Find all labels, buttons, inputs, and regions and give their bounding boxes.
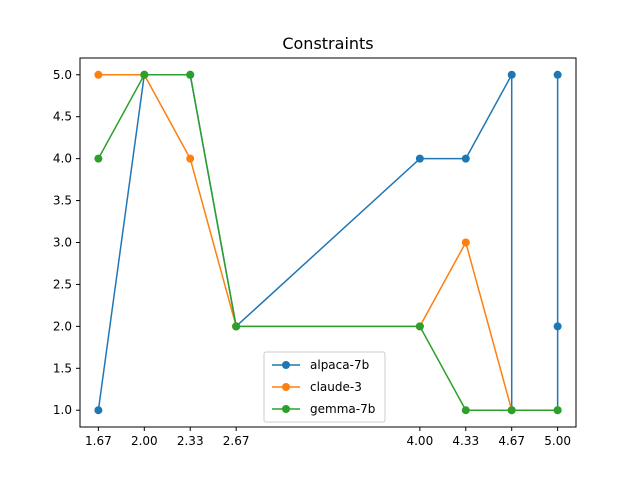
data-point-alpaca-7b	[461, 154, 470, 163]
y-tick-label: 4.0	[53, 152, 72, 166]
y-tick-label: 3.5	[53, 194, 72, 208]
series-line-gemma-7b	[97, 74, 558, 411]
x-tick-label: 2.67	[223, 434, 250, 448]
y-tick-label: 2.5	[53, 277, 72, 291]
data-point-alpaca-7b	[507, 70, 516, 79]
legend-swatch-marker	[282, 361, 290, 369]
legend-label: alpaca-7b	[310, 358, 369, 372]
y-tick-label: 2.0	[53, 319, 72, 333]
x-axis: 1.67 2.00 2.33 2.67 4.00 4.33 4.67 5.00	[85, 427, 571, 448]
x-tick-label: 2.33	[177, 434, 204, 448]
data-point-claude-3	[461, 238, 470, 247]
data-point-claude-3	[186, 154, 195, 163]
data-point-gemma-7b	[553, 406, 562, 415]
data-point-gemma-7b	[186, 70, 195, 79]
data-point-alpaca-7b	[415, 154, 424, 163]
x-tick-label: 4.33	[452, 434, 479, 448]
legend-swatch-marker	[282, 405, 290, 413]
data-point-gemma-7b	[94, 154, 103, 163]
y-tick-label: 1.0	[53, 403, 72, 417]
data-point-gemma-7b	[507, 406, 516, 415]
y-tick-label: 1.5	[53, 361, 72, 375]
x-tick-label: 1.67	[85, 434, 112, 448]
x-tick-label: 5.00	[544, 434, 571, 448]
data-point-claude-3	[94, 70, 103, 79]
y-axis: 1.0 1.5 2.0 2.5 3.0 3.5 4.0 4.5 5.0	[53, 68, 80, 417]
y-tick-label: 3.0	[53, 236, 72, 250]
data-point-alpaca-7b	[553, 70, 562, 79]
legend-label: gemma-7b	[310, 402, 375, 416]
data-point-gemma-7b	[140, 70, 149, 79]
plot-area	[94, 70, 562, 415]
x-tick-label: 2.00	[131, 434, 158, 448]
data-point-gemma-7b	[232, 322, 241, 331]
legend-box	[263, 351, 386, 423]
chart-title: Constraints	[282, 34, 373, 53]
legend: alpaca-7b claude-3 gemma-7b	[263, 351, 386, 423]
data-point-alpaca-7b	[553, 322, 562, 331]
data-point-gemma-7b	[415, 322, 424, 331]
legend-swatch-marker	[282, 383, 290, 391]
y-tick-label: 5.0	[53, 68, 72, 82]
x-tick-label: 4.00	[406, 434, 433, 448]
legend-label: claude-3	[310, 380, 362, 394]
data-point-gemma-7b	[461, 406, 470, 415]
y-tick-label: 4.5	[53, 110, 72, 124]
x-tick-label: 4.67	[498, 434, 525, 448]
data-point-alpaca-7b	[94, 406, 103, 415]
